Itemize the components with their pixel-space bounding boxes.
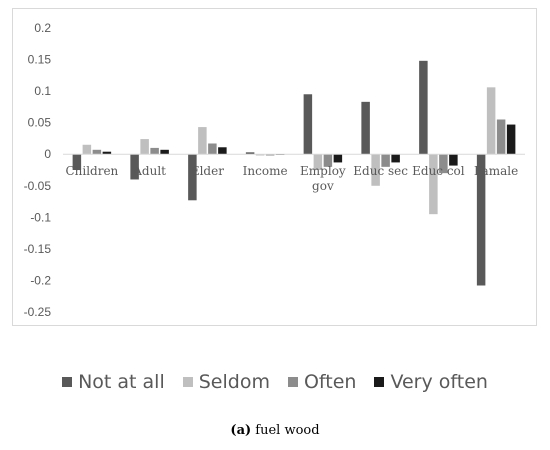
caption-text: fuel wood [251,423,320,438]
chart-area: 0.2 0.15 0.1 0.05 0 -0.05 -0.1 -0.15 -0.2 -0.25 Ch… [12,8,537,326]
x-tick-label: Children [65,164,118,178]
y-tick-label: 0.1 [34,84,51,98]
bar-often-famale [496,119,506,155]
y-tick-label: -0.1 [30,210,51,224]
legend-label: Often [303,371,357,393]
bar-not-at-all-educ-sec [361,101,370,155]
x-tick-label: Employ gov [300,164,346,193]
legend-label: Very often [390,371,488,393]
legend-item-seldom: Seldom [182,371,270,393]
x-tick-label: Income [243,164,288,178]
legend-label: Seldom [198,371,270,393]
bar-seldom-children [82,144,92,155]
legend-item-often: Often [287,371,357,393]
bar-often-adult [150,147,159,155]
legend-swatch [374,377,385,387]
bar-seldom-famale [486,87,496,155]
figure-caption: (a) fuel wood [0,423,550,438]
bar-often-educ-sec [381,154,390,167]
bar-not-at-all-famale [476,154,486,286]
bar-not-at-all-employ-gov [303,94,313,155]
legend-item-not-at-all: Not at all [62,371,165,393]
legend-swatch [287,377,298,387]
bar-very-often-adult [160,149,169,155]
legend: Not at all Seldom Often Very often [0,371,550,393]
bar-very-often-children [102,151,112,155]
bar-very-often-employ-gov [333,154,343,163]
x-tick-label: Famale [474,164,518,178]
y-tick-label: 0.05 [28,116,52,130]
bar-very-often-educ-sec [391,154,400,163]
x-tick-label: Educ col [412,164,465,178]
y-tick-label: -0.05 [24,179,52,193]
caption-tag: (a) [230,423,252,438]
bar-very-often-elder [218,147,227,155]
bar-seldom-adult [140,139,149,155]
bar-often-employ-gov [323,154,333,167]
legend-item-very-often: Very often [374,371,488,393]
bar-seldom-educ-col [429,154,438,215]
bar-seldom-income [255,154,265,156]
bar-seldom-educ-sec [371,154,380,186]
bar-very-often-famale [506,124,516,155]
x-tick-label: Elder [191,164,224,178]
bar-seldom-elder [198,127,207,155]
y-tick-label: 0.15 [28,53,52,67]
bar-not-at-all-income [245,152,255,155]
y-tick-label: -0.25 [24,305,52,319]
bar-not-at-all-adult [130,154,139,180]
bar-often-children [92,149,102,155]
bar-chart: 0.2 0.15 0.1 0.05 0 -0.05 -0.1 -0.15 -0.2 -0.25 Ch… [24,21,525,319]
y-tick-label: -0.2 [30,273,51,287]
y-tick-label: 0 [44,147,51,161]
y-tick-label: 0.2 [34,21,51,35]
x-tick-label: Educ sec [353,164,408,178]
legend-swatch [62,377,73,387]
bar-often-educ-col [439,154,448,174]
bar-not-at-all-children [72,154,82,170]
bar-not-at-all-educ-col [419,60,428,155]
legend-label: Not at all [78,371,165,393]
x-tick-label: Adult [132,164,166,178]
bar-seldom-employ-gov [313,154,323,170]
bar-often-elder [208,143,217,155]
bar-very-often-educ-col [449,154,458,166]
legend-swatch [182,377,193,387]
y-tick-label: -0.15 [24,242,52,256]
bar-not-at-all-elder [188,154,197,201]
bar-often-income [265,154,275,156]
